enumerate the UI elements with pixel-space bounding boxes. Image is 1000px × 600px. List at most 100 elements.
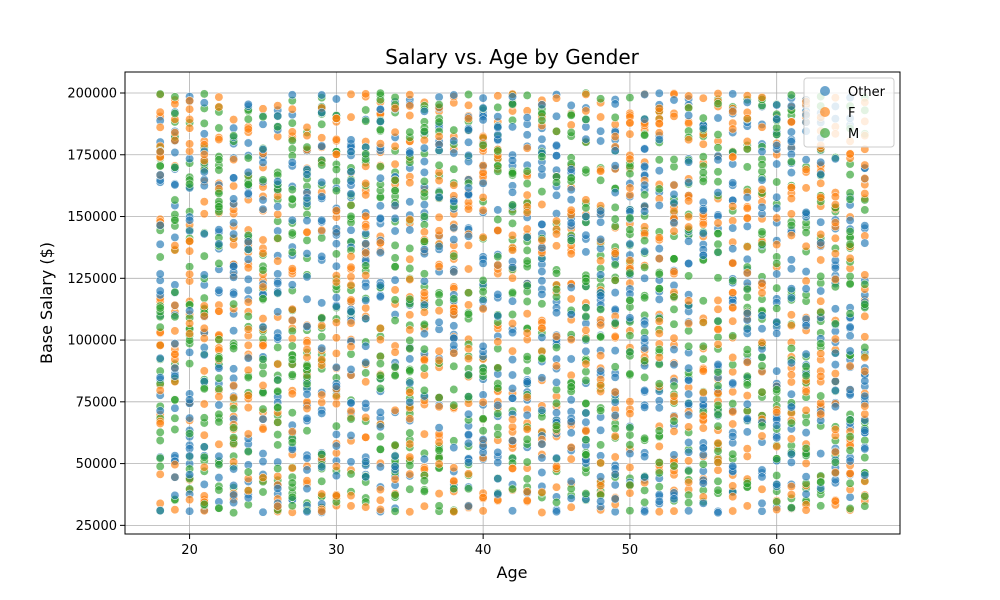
data-point (214, 239, 224, 249)
data-point (728, 481, 738, 491)
data-point (375, 173, 385, 183)
data-point (258, 340, 268, 350)
data-point (772, 283, 782, 293)
data-point (287, 280, 297, 290)
y-tick-label: 25000 (76, 519, 117, 534)
data-point (552, 284, 561, 294)
data-point (742, 292, 752, 302)
data-point (361, 178, 371, 188)
data-point (508, 328, 517, 338)
data-point (522, 113, 532, 123)
data-point (214, 451, 224, 461)
data-point (287, 355, 297, 364)
data-point (508, 245, 517, 255)
data-point (405, 101, 415, 111)
data-point (552, 190, 561, 200)
data-point (464, 438, 473, 448)
data-point (566, 283, 576, 292)
data-point (258, 204, 268, 214)
data-point (684, 236, 694, 246)
data-point (273, 386, 283, 396)
data-point (434, 160, 444, 170)
data-point (464, 501, 473, 511)
data-point (816, 157, 826, 167)
data-point (155, 340, 165, 350)
data-point (742, 114, 752, 123)
data-point (830, 218, 840, 228)
data-point (493, 489, 503, 499)
data-point (654, 166, 664, 176)
data-point (273, 209, 283, 219)
data-point (522, 208, 532, 218)
data-point (229, 481, 239, 490)
data-point (464, 240, 473, 250)
data-point (434, 212, 444, 222)
data-point (199, 129, 209, 139)
data-point (757, 122, 767, 132)
data-point (155, 170, 165, 180)
data-point (786, 490, 796, 500)
data-point (434, 437, 444, 447)
data-point (390, 201, 400, 211)
data-point (698, 423, 708, 433)
data-point (713, 360, 723, 369)
data-point (185, 262, 195, 272)
data-point (698, 478, 708, 488)
data-point (596, 166, 606, 176)
data-point (361, 116, 371, 126)
data-point (610, 397, 620, 407)
data-point (214, 409, 224, 419)
legend-label-f: F (848, 106, 855, 121)
data-point (346, 147, 356, 157)
data-point (258, 414, 268, 424)
data-point (317, 133, 327, 143)
data-point (625, 480, 635, 490)
data-point (170, 312, 180, 322)
x-axis-label: Age (497, 563, 528, 582)
data-point (317, 449, 327, 459)
data-point (537, 219, 547, 229)
data-point (478, 93, 488, 103)
data-point (419, 126, 429, 136)
data-point (508, 355, 517, 365)
data-point (390, 253, 400, 263)
data-point (287, 341, 297, 351)
data-point (346, 112, 356, 122)
data-point (596, 217, 606, 227)
data-point (713, 400, 723, 410)
data-point (830, 496, 840, 506)
x-tick-label: 50 (622, 543, 639, 558)
data-point (390, 506, 400, 516)
data-point (786, 284, 796, 294)
data-point (654, 284, 664, 294)
data-point (537, 289, 547, 299)
data-point (625, 369, 635, 379)
data-point (243, 447, 253, 457)
data-point (596, 351, 606, 361)
data-point (742, 371, 752, 381)
data-point (830, 468, 840, 477)
data-point (698, 250, 708, 260)
data-point (331, 249, 341, 259)
data-point (258, 354, 268, 364)
x-tick-label: 30 (328, 543, 345, 558)
data-point (243, 429, 253, 439)
data-point (317, 332, 327, 342)
data-point (713, 325, 723, 334)
data-point (522, 474, 532, 484)
data-point (185, 347, 195, 357)
data-point (552, 292, 561, 302)
data-point (522, 410, 532, 420)
data-point (229, 326, 239, 336)
data-point (742, 357, 752, 367)
data-point (155, 122, 165, 132)
data-point (772, 471, 782, 480)
data-point (596, 234, 606, 244)
data-point (772, 479, 782, 489)
data-point (478, 435, 488, 445)
data-point (669, 319, 679, 329)
data-point (273, 202, 283, 212)
data-point (346, 318, 356, 328)
data-point (610, 387, 620, 397)
data-point (405, 414, 415, 424)
